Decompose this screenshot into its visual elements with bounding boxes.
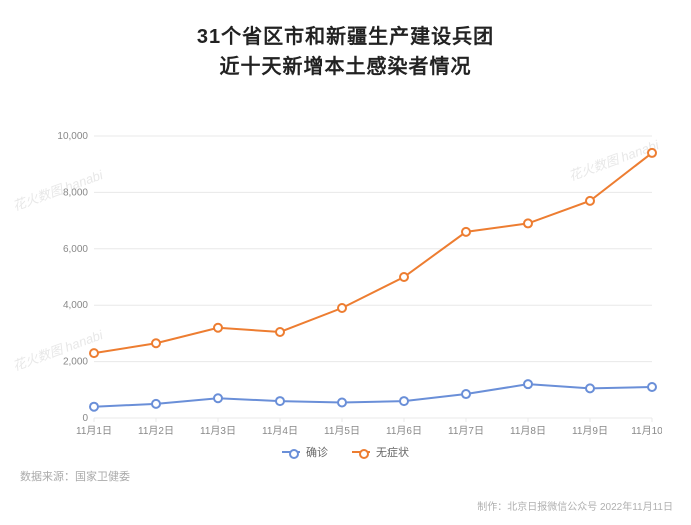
svg-text:11月10日: 11月10日 (631, 425, 662, 437)
svg-text:11月8日: 11月8日 (510, 425, 546, 437)
svg-text:4,000: 4,000 (63, 300, 88, 311)
legend-swatch-asymptomatic (352, 451, 370, 453)
line-chart-svg: 0 2,000 4,000 6,000 8,000 10,000 11月1日 11月2日 11月… (52, 130, 662, 450)
title-line-1: 31个省区市和新疆生产建设兵团 (0, 22, 691, 52)
legend-item-confirmed: 确诊 (282, 444, 328, 460)
svg-text:0: 0 (82, 413, 88, 424)
svg-text:11月4日: 11月4日 (262, 425, 298, 437)
data-source-label: 数据来源：国家卫健委 (20, 468, 130, 484)
svg-text:2,000: 2,000 (63, 357, 88, 368)
chart-legend: 确诊 无症状 (0, 444, 691, 460)
legend-label-confirmed: 确诊 (306, 444, 328, 460)
svg-text:11月9日: 11月9日 (572, 425, 608, 437)
chart-plot-area: 0 2,000 4,000 6,000 8,000 10,000 11月1日 11月2日 11月… (52, 130, 662, 440)
svg-text:6,000: 6,000 (63, 244, 88, 255)
legend-item-asymptomatic: 无症状 (352, 444, 409, 460)
legend-label-asymptomatic: 无症状 (376, 444, 409, 460)
svg-text:11月1日: 11月1日 (76, 425, 112, 437)
legend-swatch-confirmed (282, 451, 300, 453)
svg-text:8,000: 8,000 (63, 187, 88, 198)
credit-label: 制作：北京日报微信公众号 2022年11月11日 (477, 498, 673, 513)
svg-text:10,000: 10,000 (57, 131, 88, 142)
svg-text:11月2日: 11月2日 (138, 425, 174, 437)
chart-title: 31个省区市和新疆生产建设兵团 近十天新增本土感染者情况 (0, 0, 691, 92)
svg-text:11月5日: 11月5日 (324, 425, 360, 437)
svg-text:11月7日: 11月7日 (448, 425, 484, 437)
title-line-2: 近十天新增本土感染者情况 (0, 52, 691, 82)
svg-text:11月3日: 11月3日 (200, 425, 236, 437)
svg-text:11月6日: 11月6日 (386, 425, 422, 437)
